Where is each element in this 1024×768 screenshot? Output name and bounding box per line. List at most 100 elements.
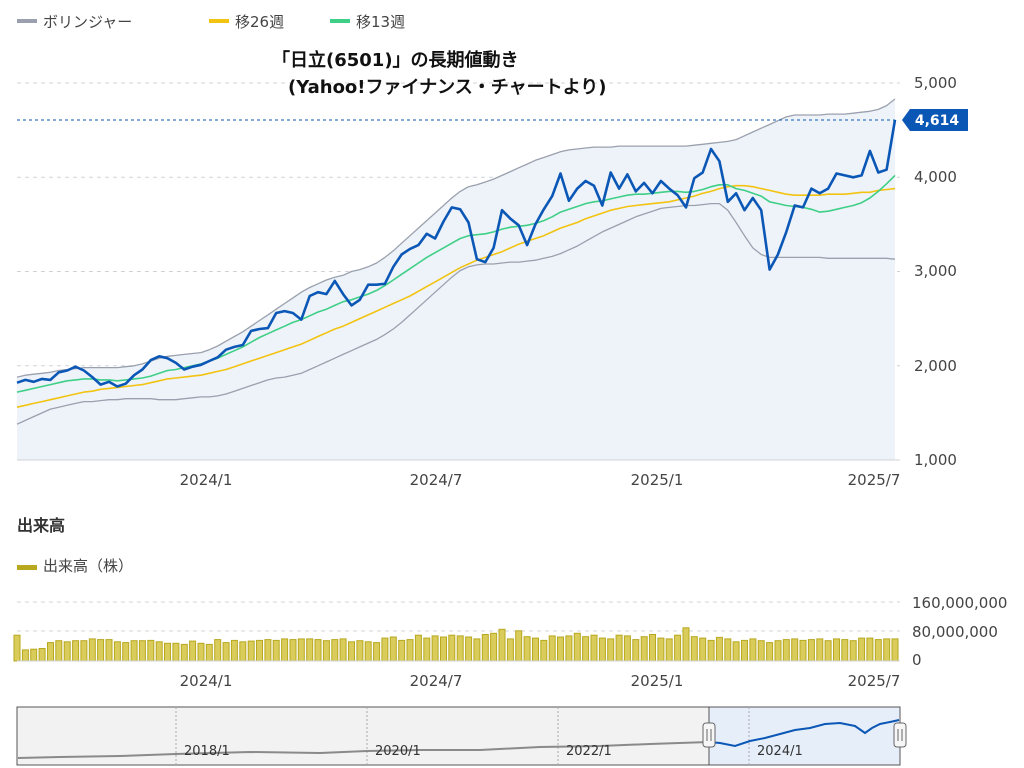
navigator-history-line: [17, 741, 710, 759]
volume-bar: [314, 639, 322, 662]
volume-time-tick-2025-7: 2025/7: [848, 672, 901, 690]
volume-bar: [130, 640, 138, 662]
volume-bar: [523, 636, 531, 662]
volume-axis: 160,000,000 80,000,000 0: [912, 594, 1007, 669]
volume-bar: [891, 638, 899, 662]
volume-bar: [431, 635, 439, 662]
volume-bar: [322, 640, 330, 662]
navigator-left-handle[interactable]: [702, 722, 716, 748]
volume-bar: [699, 637, 707, 662]
volume-bar: [38, 648, 46, 662]
volume-bar: [548, 635, 556, 662]
volume-bar: [339, 638, 347, 662]
volume-bar: [13, 634, 21, 662]
volume-tick-0: 0: [912, 651, 922, 669]
volume-bar: [164, 642, 171, 662]
volume-bar: [791, 638, 799, 662]
volume-bar: [88, 638, 96, 662]
volume-bar: [189, 640, 197, 662]
navigator-tick-2024: 2024/1: [757, 744, 803, 759]
volume-bar: [297, 638, 305, 662]
navigator-right-handle[interactable]: [893, 722, 907, 748]
volume-bar: [180, 643, 188, 662]
volume-bar: [607, 638, 615, 662]
time-tick-2024-1: 2024/1: [180, 471, 233, 489]
volume-bars: [13, 627, 899, 662]
volume-bar: [774, 640, 782, 662]
navigator-tick-2020: 2020/1: [375, 744, 421, 759]
volume-bar: [389, 636, 397, 662]
volume-bar: [348, 641, 355, 662]
volume-bar: [230, 639, 238, 662]
volume-bar: [30, 648, 38, 662]
volume-bar: [799, 639, 807, 662]
volume-bar: [732, 641, 740, 662]
volume-bar: [381, 637, 389, 662]
volume-bar: [147, 639, 155, 662]
navigator-tick-2018: 2018/1: [184, 744, 230, 759]
volume-bar: [398, 639, 406, 662]
volume-tick-80m: 80,000,000: [912, 623, 998, 641]
legend: ボリンジャー 移26週 移13週: [17, 13, 405, 31]
volume-bar: [506, 638, 514, 662]
volume-bar: [615, 634, 623, 662]
volume-heading: 出来高: [17, 516, 65, 535]
navigator-left-handle-body[interactable]: [702, 722, 716, 748]
volume-bar: [306, 638, 314, 662]
volume-bar: [406, 639, 414, 662]
volume-bar: [674, 634, 682, 662]
volume-bar: [63, 641, 71, 662]
volume-bar: [222, 642, 230, 662]
volume-bar: [866, 637, 874, 662]
navigator-right-handle-body[interactable]: [893, 722, 907, 748]
time-axis-price: 2024/1 2024/7 2025/1 2025/7: [180, 471, 901, 489]
volume-bar: [766, 642, 774, 662]
bollinger-lower-line: [16, 202, 896, 425]
volume-time-tick-2025-1: 2025/1: [631, 672, 684, 690]
volume-bar: [665, 638, 673, 662]
volume-bar: [264, 639, 272, 662]
volume-bar: [473, 638, 481, 662]
volume-bar: [289, 639, 297, 662]
time-tick-2025-1: 2025/1: [631, 471, 684, 489]
volume-bar: [757, 640, 765, 662]
volume-tick-160m: 160,000,000: [912, 594, 1007, 612]
price-tick-1000: 1,000: [914, 451, 957, 469]
volume-bar: [573, 632, 581, 662]
volume-bar: [874, 639, 882, 662]
current-price-badge-shape: [902, 109, 968, 131]
legend-swatch-bollinger: [17, 19, 37, 23]
volume-bar: [582, 636, 590, 662]
volume-bar: [122, 642, 130, 662]
volume-bar: [540, 639, 548, 662]
volume-bar: [632, 639, 640, 662]
volume-bar: [97, 639, 105, 662]
volume-bar: [883, 638, 891, 662]
volume-bar: [741, 639, 748, 662]
volume-legend-label: 出来高（株）: [43, 557, 133, 575]
volume-bar: [281, 638, 289, 662]
range-navigator[interactable]: 2018/1 2020/1 2022/1 2024/1: [16, 706, 907, 766]
volume-bar: [21, 649, 29, 662]
volume-bar: [532, 637, 539, 662]
volume-bar: [113, 641, 121, 662]
navigator-selected-range[interactable]: [708, 706, 901, 766]
volume-bar: [138, 640, 146, 662]
current-price-label: 4,614: [915, 113, 960, 129]
volume-bar: [214, 639, 222, 662]
volume-bar: [640, 636, 648, 662]
legend-label-ma13: 移13週: [356, 13, 405, 31]
price-tick-2000: 2,000: [914, 357, 957, 375]
volume-time-tick-2024-7: 2024/7: [410, 672, 463, 690]
volume-bar: [80, 640, 88, 662]
price-area-fill: [17, 99, 895, 460]
volume-bar: [515, 630, 523, 662]
volume-bar: [690, 636, 698, 662]
legend-label-ma26: 移26週: [235, 13, 284, 31]
volume-bar: [833, 638, 840, 662]
volume-bar: [824, 640, 832, 662]
volume-bar: [749, 638, 757, 662]
volume-time-tick-2024-1: 2024/1: [180, 672, 233, 690]
volume-bar: [373, 642, 381, 662]
